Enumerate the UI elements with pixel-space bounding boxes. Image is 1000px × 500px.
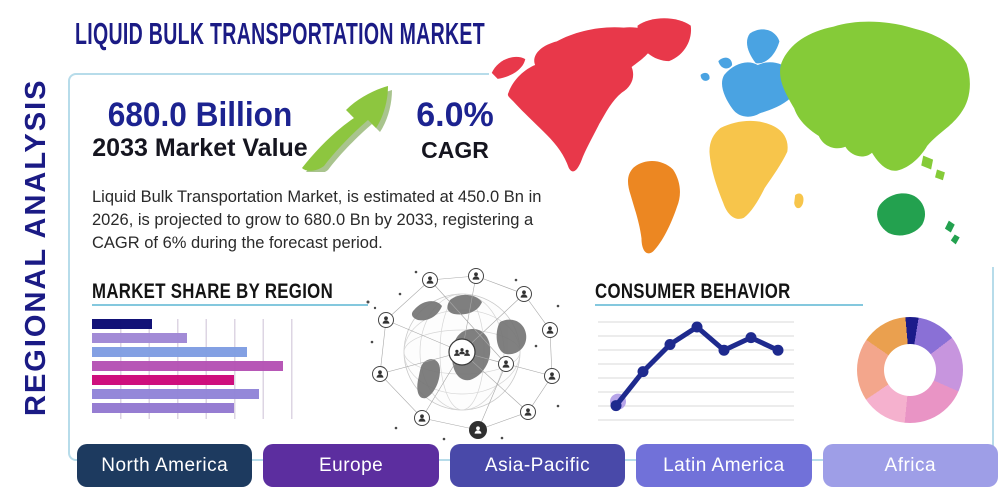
region-button-asia-pacific[interactable]: Asia-Pacific xyxy=(449,444,626,487)
region-button-africa[interactable]: Africa xyxy=(822,444,999,487)
description-line: CAGR of 6% during the forecast period. xyxy=(92,234,383,252)
consumer-behavior-line-chart xyxy=(598,321,794,421)
panel-border-mask-right xyxy=(988,73,998,267)
market-share-bar-chart xyxy=(92,319,314,419)
regional-share-donut-chart xyxy=(857,317,963,423)
region-button-label: North America xyxy=(101,454,229,476)
region-button-label: Europe xyxy=(318,454,384,476)
cagr-value: 6.0% xyxy=(416,96,494,134)
consumer-behavior-underline xyxy=(595,304,863,306)
region-button-label: Asia-Pacific xyxy=(484,454,591,476)
map-australia xyxy=(877,193,960,245)
region-button-label: Africa xyxy=(884,454,937,476)
description-line: 2026, is projected to grow to 680.0 Bn b… xyxy=(92,211,534,229)
description-line: Liquid Bulk Transportation Market, is es… xyxy=(92,188,542,206)
region-button-europe[interactable]: Europe xyxy=(263,444,439,487)
market-value-label: 2033 Market Value xyxy=(92,134,308,162)
bar-row xyxy=(92,333,188,343)
growth-arrow-icon xyxy=(302,86,392,172)
bar-row xyxy=(92,347,248,357)
world-map xyxy=(491,18,970,254)
region-buttons-bar: North America Europe Asia-Pacific Latin Ame… xyxy=(77,444,999,487)
regional-analysis-label: REGIONAL ANALYSIS xyxy=(20,78,52,416)
region-button-north-america[interactable]: North America xyxy=(77,444,253,487)
map-north-america xyxy=(491,18,692,172)
bar-row xyxy=(92,375,235,385)
map-south-america xyxy=(627,161,680,254)
page-title: LIQUID BULK TRANSPORTATION MARKET xyxy=(75,16,486,51)
market-share-heading: MARKET SHARE BY REGION xyxy=(92,280,334,303)
cagr-label: CAGR xyxy=(421,137,489,163)
market-description: Liquid Bulk Transportation Market, is es… xyxy=(92,186,578,255)
globe-network-graphic xyxy=(366,268,560,441)
bar-row xyxy=(92,389,259,399)
region-button-label: Latin America xyxy=(663,454,785,476)
map-asia xyxy=(780,21,970,181)
market-value: 680.0 Billion xyxy=(107,96,293,134)
map-africa xyxy=(709,120,804,219)
market-share-underline xyxy=(92,304,368,306)
bar-row xyxy=(92,319,152,329)
bar-row xyxy=(92,361,283,371)
map-europe xyxy=(700,29,796,117)
bar-row xyxy=(92,403,235,413)
consumer-behavior-heading: CONSUMER BEHAVIOR xyxy=(595,280,791,303)
region-button-latin-america[interactable]: Latin America xyxy=(636,444,812,487)
